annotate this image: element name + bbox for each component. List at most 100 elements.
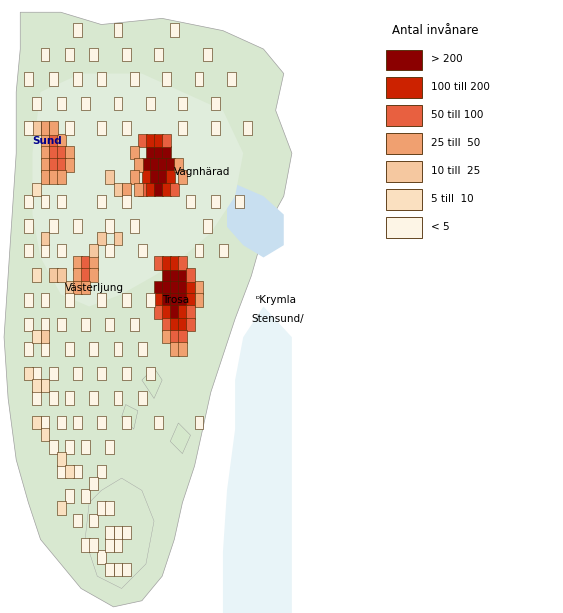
Bar — [81, 538, 90, 552]
Bar — [105, 440, 114, 454]
Bar — [48, 121, 57, 135]
Bar — [89, 244, 98, 257]
Bar — [105, 538, 114, 552]
Bar — [41, 244, 50, 257]
Bar — [178, 281, 187, 294]
Bar — [65, 158, 74, 172]
Bar — [33, 391, 41, 405]
Bar — [154, 293, 163, 306]
Bar — [89, 256, 98, 270]
Bar — [57, 416, 66, 429]
Bar — [73, 256, 82, 270]
Polygon shape — [227, 184, 284, 257]
Bar — [48, 367, 57, 380]
Bar — [41, 293, 50, 306]
Bar — [138, 342, 147, 356]
Bar — [146, 183, 155, 196]
Text: > 200: > 200 — [431, 54, 463, 64]
Bar — [386, 217, 422, 238]
Bar — [97, 72, 106, 86]
Bar — [97, 121, 106, 135]
Bar — [129, 170, 138, 184]
Bar — [158, 170, 167, 184]
Bar — [105, 563, 114, 576]
Bar — [89, 514, 98, 527]
Bar — [65, 440, 74, 454]
Bar — [186, 293, 195, 306]
Bar — [41, 330, 50, 343]
Bar — [24, 342, 33, 356]
Bar — [81, 489, 90, 503]
Bar — [48, 391, 57, 405]
Bar — [73, 367, 82, 380]
Bar — [186, 268, 195, 282]
Bar — [65, 342, 74, 356]
Bar — [33, 416, 41, 429]
Bar — [162, 183, 171, 196]
Bar — [89, 268, 98, 282]
Bar — [24, 318, 33, 331]
Bar — [178, 342, 187, 356]
Text: 50 till 100: 50 till 100 — [431, 110, 484, 120]
Bar — [162, 146, 171, 159]
Bar — [142, 170, 151, 184]
Bar — [48, 72, 57, 86]
Text: 5 till  10: 5 till 10 — [431, 194, 474, 204]
Bar — [154, 305, 163, 319]
Bar — [48, 268, 57, 282]
Bar — [195, 244, 203, 257]
Polygon shape — [122, 405, 138, 429]
Bar — [129, 72, 138, 86]
Bar — [178, 330, 187, 343]
Bar — [24, 121, 33, 135]
Bar — [114, 23, 122, 37]
Bar — [170, 281, 179, 294]
Bar — [48, 440, 57, 454]
Bar — [105, 219, 114, 233]
Bar — [41, 121, 50, 135]
Bar — [386, 189, 422, 210]
Bar — [146, 97, 155, 110]
Bar — [41, 342, 50, 356]
Bar — [170, 342, 179, 356]
Bar — [122, 183, 131, 196]
Bar — [162, 268, 171, 282]
Bar — [65, 146, 74, 159]
Polygon shape — [4, 12, 292, 607]
Bar — [41, 170, 50, 184]
Bar — [162, 305, 171, 319]
Bar — [97, 367, 106, 380]
Bar — [122, 195, 131, 208]
Bar — [129, 219, 138, 233]
Bar — [48, 170, 57, 184]
Bar — [162, 318, 171, 331]
Bar — [48, 158, 57, 172]
Bar — [150, 158, 159, 172]
Bar — [89, 48, 98, 61]
Text: Antal invånare: Antal invånare — [392, 24, 479, 37]
Bar — [114, 183, 122, 196]
Bar — [170, 268, 179, 282]
Bar — [114, 563, 122, 576]
Bar — [57, 195, 66, 208]
Bar — [24, 367, 33, 380]
Bar — [97, 416, 106, 429]
Bar — [243, 121, 252, 135]
Bar — [73, 268, 82, 282]
Bar — [170, 330, 179, 343]
Bar — [81, 281, 90, 294]
Bar — [142, 158, 151, 172]
Bar — [97, 550, 106, 564]
Bar — [162, 256, 171, 270]
Bar — [57, 465, 66, 478]
Bar — [97, 465, 106, 478]
Bar — [73, 465, 82, 478]
Bar — [162, 293, 171, 306]
Bar — [33, 330, 41, 343]
Bar — [146, 146, 155, 159]
Bar — [178, 318, 187, 331]
Bar — [170, 23, 179, 37]
Bar — [33, 121, 41, 135]
Bar — [73, 514, 82, 527]
Bar — [73, 72, 82, 86]
